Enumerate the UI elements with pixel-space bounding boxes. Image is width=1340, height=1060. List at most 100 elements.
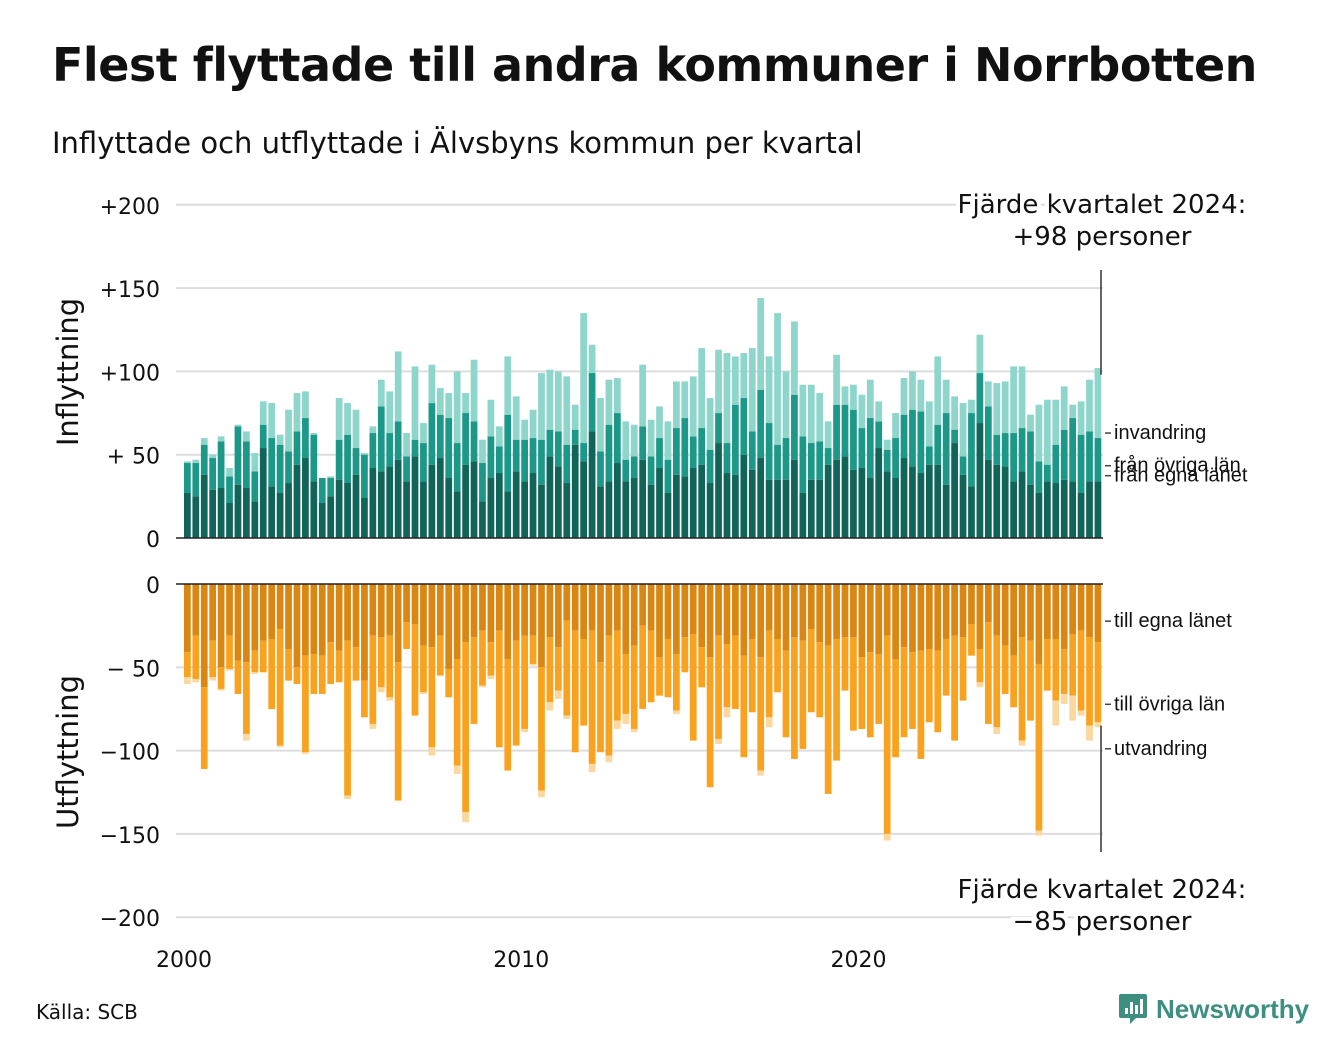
bar-in-segment <box>757 389 765 459</box>
bar-out-segment <box>673 653 680 711</box>
bar-in-segment <box>900 414 908 459</box>
bar-out-segment <box>824 584 832 646</box>
bar-out-segment <box>420 692 427 694</box>
bar-in-segment <box>942 379 950 414</box>
bar-in-segment <box>833 459 840 538</box>
bar-out-segment <box>327 584 335 643</box>
bar-out-segment <box>782 584 790 651</box>
bar-in-segment <box>748 469 756 538</box>
bar-in-segment <box>192 463 200 497</box>
bar-in-segment <box>529 409 537 439</box>
bar-out-segment <box>765 584 773 631</box>
bar-in-segment <box>200 444 208 475</box>
bar-in-segment <box>453 371 461 444</box>
bar-out-segment <box>344 640 351 796</box>
bar-in-segment <box>386 466 394 538</box>
bar-in-segment <box>293 464 301 538</box>
bar-in-segment <box>1069 404 1077 419</box>
bar-in-segment <box>968 413 975 487</box>
bar-in-segment <box>993 383 1001 435</box>
bar-out-segment <box>546 702 554 711</box>
bar-out-segment <box>184 677 191 684</box>
bar-out-segment <box>200 687 208 769</box>
bar-out-segment <box>993 727 1001 734</box>
bar-in-segment <box>698 348 706 429</box>
bar-out-segment <box>1086 725 1093 741</box>
bar-out-segment <box>453 765 461 774</box>
bar-out-segment <box>1069 695 1077 721</box>
legend-label-in: invandring <box>1114 422 1206 444</box>
bar-in-segment <box>732 474 739 538</box>
bar-out-segment <box>512 584 520 641</box>
bar-in-segment <box>799 493 807 538</box>
bar-out-segment <box>487 675 495 679</box>
bar-in-segment <box>909 409 916 467</box>
bar-out-segment <box>538 584 545 668</box>
bar-out-segment <box>833 638 840 761</box>
bar-out-segment <box>630 584 638 646</box>
bar-out-segment <box>386 697 394 701</box>
bar-in-segment <box>740 398 748 455</box>
bar-in-segment <box>420 481 427 538</box>
bar-out-segment <box>369 635 377 724</box>
bar-in-segment <box>807 384 815 444</box>
bar-in-segment <box>630 424 638 457</box>
bar-in-segment <box>344 403 351 435</box>
bar-in-segment <box>858 394 866 429</box>
bar-in-segment <box>276 444 284 494</box>
bar-out-segment <box>715 584 722 636</box>
x-tick-label: 2000 <box>156 948 212 973</box>
bar-in-segment <box>664 493 672 538</box>
bar-out-segment <box>630 728 638 733</box>
bar-in-segment <box>757 458 765 538</box>
bar-in-segment <box>816 393 824 442</box>
bar-out-segment <box>1043 638 1051 691</box>
bar-in-segment <box>1027 431 1034 485</box>
bar-in-segment <box>984 381 992 407</box>
bar-in-segment <box>1035 461 1043 494</box>
bar-out-segment <box>276 584 284 629</box>
bar-out-segment <box>1035 584 1043 664</box>
bar-in-segment <box>765 479 773 538</box>
bar-in-segment <box>200 474 208 538</box>
bar-in-segment <box>428 364 436 404</box>
bar-in-segment <box>403 433 410 457</box>
bar-out-segment <box>875 653 883 724</box>
bar-in-segment <box>377 406 385 472</box>
bar-in-segment <box>1018 428 1026 472</box>
bar-out-segment <box>866 584 874 653</box>
bar-in-segment <box>428 464 436 538</box>
bar-in-segment <box>681 381 689 419</box>
bar-out-segment <box>807 584 815 629</box>
bar-in-segment <box>833 354 840 405</box>
bar-in-segment <box>723 473 731 538</box>
bar-in-segment <box>386 391 394 434</box>
bar-out-segment <box>757 770 765 776</box>
bar-out-segment <box>462 642 469 813</box>
bar-out-segment <box>605 584 613 636</box>
bar-in-segment <box>706 398 714 450</box>
bar-in-segment <box>546 429 554 457</box>
bar-out-segment <box>243 662 250 734</box>
bar-in-segment <box>807 443 815 480</box>
bar-out-segment <box>976 584 984 649</box>
bar-out-segment <box>1001 584 1009 646</box>
bar-out-segment <box>841 584 849 638</box>
bar-in-segment <box>571 429 579 445</box>
bar-out-segment <box>850 637 857 731</box>
bar-in-segment <box>327 496 335 538</box>
bar-out-segment <box>698 584 706 648</box>
x-tick-label: 2020 <box>830 948 886 973</box>
bar-out-segment <box>192 584 200 636</box>
bar-in-segment <box>420 443 427 482</box>
bar-out-segment <box>546 584 554 638</box>
bar-out-segment <box>673 584 680 654</box>
bar-in-segment <box>310 434 318 482</box>
bar-in-segment <box>209 458 217 490</box>
bar-in-segment <box>639 426 647 460</box>
y-tick-label-bottom: − 50 <box>107 657 160 682</box>
bar-out-segment <box>521 728 528 733</box>
bar-in-segment <box>302 458 309 538</box>
bar-out-segment <box>259 584 267 641</box>
bar-out-segment <box>521 584 528 636</box>
